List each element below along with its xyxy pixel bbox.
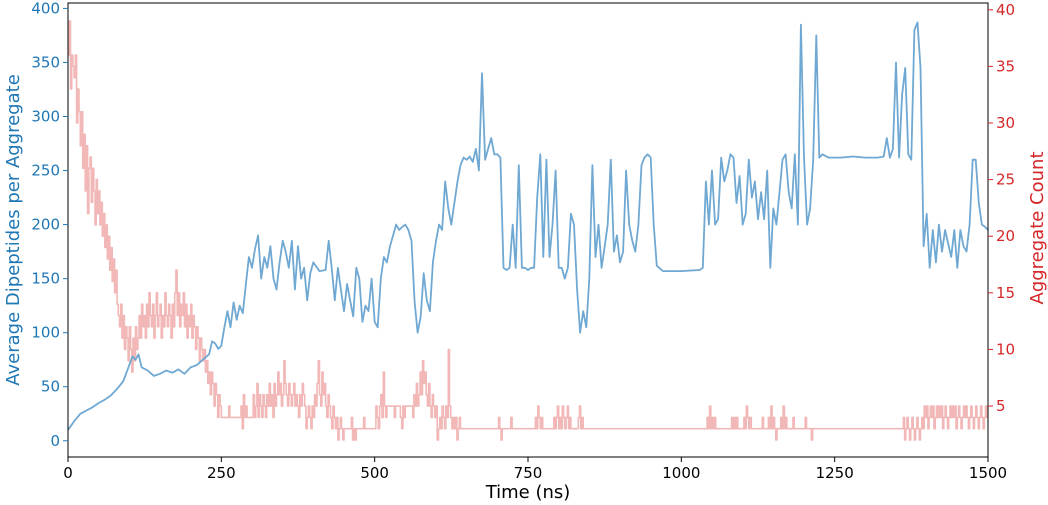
x-tick-label: 750	[514, 464, 543, 482]
y-left-tick-label: 0	[50, 432, 60, 450]
series-average-dipeptides	[67, 21, 989, 431]
y-left-tick-label: 250	[31, 162, 60, 180]
x-tick-label: 500	[360, 464, 389, 482]
y-left-tick-label: 150	[31, 270, 60, 288]
y-left-tick-label: 300	[31, 108, 60, 126]
y-axis-left: 0 50 100 150 200 250 300 350 400	[31, 0, 68, 450]
y-right-tick-label: 15	[996, 284, 1015, 302]
y-right-tick-label: 10	[996, 340, 1015, 358]
aggregate-count-line	[68, 20, 988, 441]
y-left-tick-label: 100	[31, 324, 60, 342]
x-tick-label: 0	[63, 464, 73, 482]
y-axis-right-title: Aggregate Count	[1027, 151, 1048, 304]
y-left-tick-label: 50	[41, 378, 60, 396]
y-right-tick-label: 25	[996, 171, 1015, 189]
y-axis-left-title: Average Dipeptides per Aggregate	[3, 74, 24, 386]
plot-frame	[67, 2, 989, 458]
y-right-tick-label: 20	[996, 227, 1015, 245]
y-left-tick-label: 200	[31, 216, 60, 234]
y-left-tick-label: 350	[31, 53, 60, 71]
x-axis: 0 250 500 750 1000 1250 1500	[63, 457, 1007, 482]
y-axis-right: 5 10 15 20 25 30 35 40	[988, 1, 1015, 415]
series-aggregate-count	[68, 20, 988, 441]
x-tick-label: 1250	[816, 464, 854, 482]
x-tick-label: 1000	[662, 464, 700, 482]
x-axis-title: Time (ns)	[485, 482, 571, 503]
y-right-tick-label: 35	[996, 57, 1015, 75]
y-right-tick-label: 5	[996, 397, 1006, 415]
y-right-tick-label: 40	[996, 1, 1015, 19]
y-left-tick-label: 400	[31, 0, 60, 17]
x-tick-label: 250	[207, 464, 236, 482]
x-tick-label: 1500	[969, 464, 1007, 482]
y-right-tick-label: 30	[996, 114, 1015, 132]
average-dipeptides-line	[67, 21, 989, 431]
